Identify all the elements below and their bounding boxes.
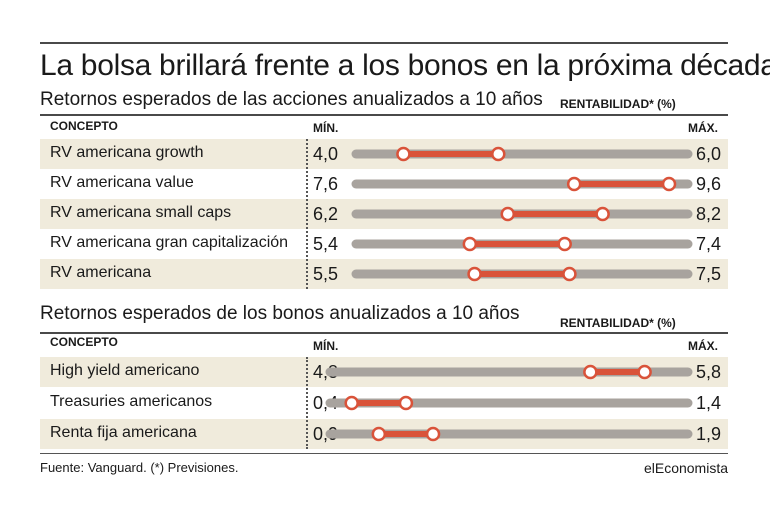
equities-row-label: RV americana gran capitalización xyxy=(50,234,289,251)
bonds-concept-header: CONCEPTO xyxy=(50,335,118,349)
equities-max-value: 7,4 xyxy=(696,234,722,254)
top-rule xyxy=(40,42,728,44)
equities-concept-header: CONCEPTO xyxy=(50,119,118,133)
equities-row-label: RV americana value xyxy=(50,174,194,191)
equities-value-header: RENTABILIDAD* (%) xyxy=(560,97,676,111)
source-note: Fuente: Vanguard. (*) Previsiones. xyxy=(40,460,239,475)
bonds-max-header: MÁX. xyxy=(688,339,718,353)
bonds-value-header: RENTABILIDAD* (%) xyxy=(560,316,676,330)
equities-min-value: 5,4 xyxy=(313,234,339,254)
bonds-dotted-separator xyxy=(306,357,308,449)
bonds-min-value: 0,9 xyxy=(313,424,339,444)
equities-subtitle: Retornos esperados de las acciones anual… xyxy=(40,89,543,110)
equities-min-value: 5,5 xyxy=(313,264,339,284)
bonds-min-value: 4,8 xyxy=(313,362,339,382)
bonds-header-rule xyxy=(40,332,728,334)
equities-dotted-separator xyxy=(306,139,308,289)
page-title: La bolsa brillará frente a los bonos en … xyxy=(40,49,770,82)
bonds-max-value: 5,8 xyxy=(696,362,722,382)
bonds-row-label: Renta fija americana xyxy=(50,424,197,441)
equities-max-value: 6,0 xyxy=(696,144,722,164)
equities-max-header: MÁX. xyxy=(688,121,718,135)
equities-row-label: RV americana xyxy=(50,264,152,281)
equities-min-value: 6,2 xyxy=(313,204,339,224)
bonds-row-label: High yield americano xyxy=(50,362,200,379)
equities-min-header: MÍN. xyxy=(313,121,339,135)
bonds-max-value: 1,4 xyxy=(696,393,722,413)
bonds-max-value: 1,9 xyxy=(696,424,722,444)
bonds-row-label: Treasuries americanos xyxy=(50,393,213,410)
footer-rule xyxy=(40,453,728,454)
bonds-subtitle: Retornos esperados de los bonos anualiza… xyxy=(40,303,520,324)
equities-max-value: 8,2 xyxy=(696,204,722,224)
bonds-min-header: MÍN. xyxy=(313,339,339,353)
equities-max-value: 9,6 xyxy=(696,174,722,194)
equities-row-label: RV americana growth xyxy=(50,144,204,161)
brand-logo-text: elEconomista xyxy=(643,460,728,476)
equities-min-value: 7,6 xyxy=(313,174,339,194)
equities-header-rule xyxy=(40,114,728,116)
equities-max-value: 7,5 xyxy=(696,264,722,284)
equities-row-label: RV americana small caps xyxy=(50,204,232,221)
bonds-min-value: 0,4 xyxy=(313,393,339,413)
equities-min-value: 4,0 xyxy=(313,144,339,164)
